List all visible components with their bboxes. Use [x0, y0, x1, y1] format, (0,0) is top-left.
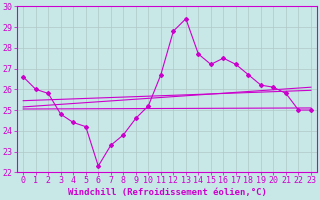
X-axis label: Windchill (Refroidissement éolien,°C): Windchill (Refroidissement éolien,°C): [68, 188, 267, 197]
